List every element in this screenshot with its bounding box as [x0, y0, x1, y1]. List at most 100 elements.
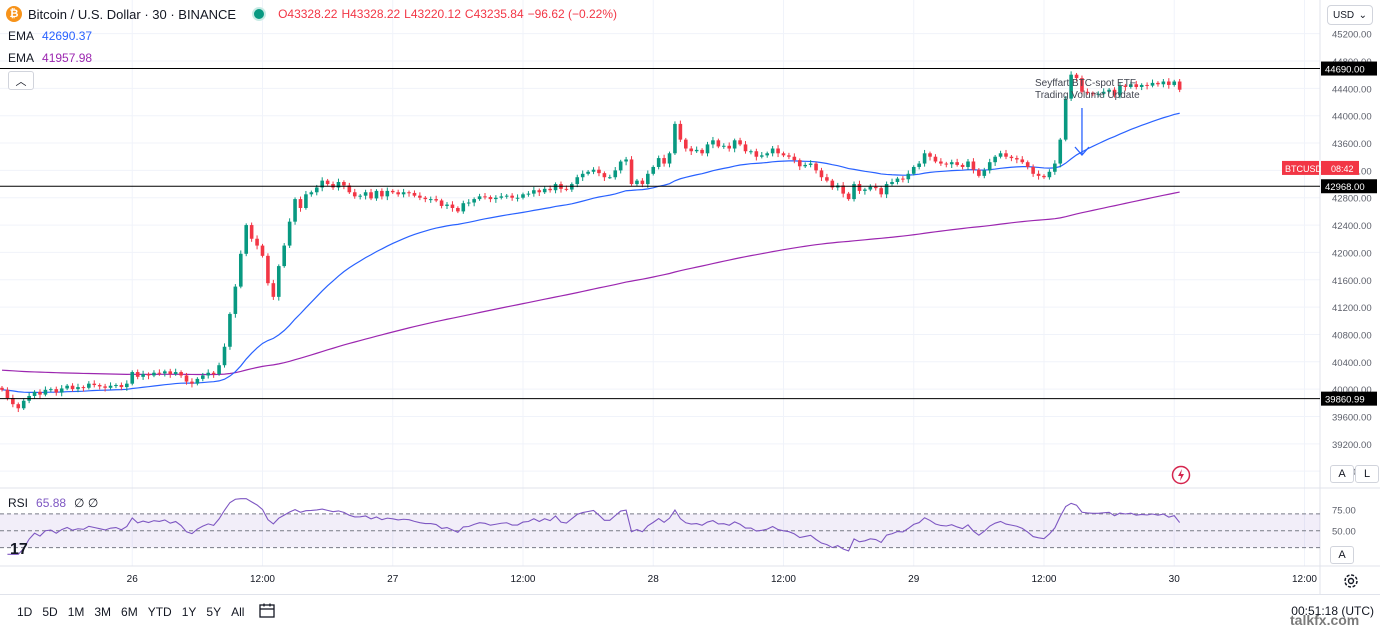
- x-tick-label: 29: [908, 574, 920, 585]
- candle-body: [895, 178, 900, 183]
- candle-body: [276, 266, 281, 297]
- candle-body: [1080, 78, 1084, 92]
- candle-body: [461, 203, 466, 212]
- candle-body: [1015, 158, 1019, 160]
- candle-body: [374, 190, 379, 199]
- candle-body: [694, 149, 699, 152]
- chart-header: ₿ Bitcoin / U.S. Dollar · 30 · BINANCE O…: [6, 6, 617, 22]
- annotation-text: Trading Volume Update: [1035, 90, 1140, 101]
- candle-body: [841, 185, 845, 194]
- utc-clock[interactable]: 00:51:18 (UTC): [1291, 604, 1374, 618]
- candle-body: [825, 177, 829, 181]
- y-tick-label: 39200.00: [1332, 440, 1372, 451]
- candle-body: [1025, 162, 1030, 167]
- candle-body: [1009, 156, 1014, 159]
- candle-body: [483, 196, 487, 198]
- candle-body: [651, 166, 656, 174]
- candle-body: [537, 190, 542, 193]
- timeframe-5d[interactable]: 5D: [42, 605, 58, 619]
- timeframe-6m[interactable]: 6M: [121, 605, 138, 619]
- candle-body: [591, 169, 596, 172]
- currency-label: USD: [1333, 9, 1355, 21]
- candle-body: [439, 200, 444, 206]
- candle-body: [548, 188, 552, 191]
- auto-scale-button[interactable]: A: [1330, 465, 1354, 483]
- candle-body: [732, 140, 737, 149]
- candle-body: [450, 204, 455, 208]
- price-chart[interactable]: 45200.0044800.0044400.0044000.0043600.00…: [0, 0, 1380, 595]
- candle-body: [852, 184, 856, 200]
- candle-body: [70, 385, 75, 390]
- candle-body: [1004, 153, 1008, 157]
- timeframe-1y[interactable]: 1Y: [181, 605, 197, 619]
- candle-body: [466, 202, 471, 204]
- rsi-legend[interactable]: RSI 65.88 ∅ ∅: [8, 496, 98, 510]
- collapse-legend-button[interactable]: ︿: [8, 71, 34, 90]
- candle-body: [1047, 171, 1052, 178]
- level-label: 42968.00: [1325, 182, 1365, 193]
- lightning-icon[interactable]: [1171, 465, 1191, 485]
- candle-body: [705, 144, 710, 154]
- candle-body: [808, 163, 813, 165]
- candle-body: [1112, 89, 1117, 96]
- tradingview-logo-icon: 17: [10, 541, 28, 558]
- candle-body: [863, 189, 867, 191]
- candle-body: [54, 389, 59, 393]
- candle-body: [260, 245, 265, 256]
- candle-body: [59, 388, 64, 393]
- rsi-tick-label: 50.00: [1332, 527, 1356, 538]
- candle-body: [1145, 84, 1149, 86]
- rsi-auto-scale-button[interactable]: A: [1330, 546, 1354, 564]
- rsi-value: 65.88: [36, 496, 67, 510]
- candle-body: [32, 391, 37, 396]
- timeframe-ytd[interactable]: YTD: [147, 605, 172, 619]
- ema-fast-legend[interactable]: EMA 42690.37: [8, 29, 92, 43]
- timeframe-5y[interactable]: 5Y: [206, 605, 222, 619]
- candle-body: [684, 139, 688, 149]
- ema-slow-label: EMA: [8, 51, 35, 65]
- candle-body: [119, 385, 124, 388]
- level-label-box: [1321, 61, 1377, 76]
- log-scale-button[interactable]: L: [1355, 465, 1379, 483]
- candle-body: [646, 173, 650, 185]
- candle-body: [749, 151, 753, 153]
- timeframe-1m[interactable]: 1M: [67, 605, 85, 619]
- y-tick-label: 43600.00: [1332, 139, 1372, 150]
- candle-body: [325, 180, 330, 185]
- ema-slow-line: [1, 191, 1180, 376]
- candle-body: [81, 387, 86, 389]
- ema-slow-legend[interactable]: EMA 41957.98: [8, 51, 92, 65]
- candle-body: [418, 195, 422, 198]
- candle-body: [1161, 81, 1166, 85]
- symbol-title[interactable]: Bitcoin / U.S. Dollar · 30 · BINANCE: [28, 6, 237, 22]
- candle-body: [1167, 81, 1171, 85]
- timeframe-3m[interactable]: 3M: [94, 605, 112, 619]
- candle-body: [352, 192, 357, 197]
- timeframe-1d[interactable]: 1D: [17, 605, 33, 619]
- settings-gear-icon[interactable]: [1342, 572, 1360, 590]
- candle-body: [1085, 91, 1090, 94]
- candle-body: [542, 188, 547, 193]
- candle-body: [580, 173, 585, 178]
- candle-body: [803, 164, 807, 167]
- candle-body: [222, 346, 227, 366]
- bottom-toolbar: 1D 5D 1M 3M 6M YTD 1Y 5Y All 00:51:18 (U…: [0, 594, 1380, 634]
- candle-body: [320, 180, 324, 188]
- candle-body: [553, 184, 558, 191]
- candle-body: [157, 372, 162, 374]
- candle-body: [933, 156, 938, 162]
- calendar-range-icon[interactable]: [258, 602, 276, 620]
- y-tick-label: 40000.00: [1332, 385, 1372, 396]
- candle-body: [390, 190, 395, 193]
- candle-body: [271, 283, 276, 297]
- currency-select[interactable]: USD ⌄: [1327, 5, 1373, 25]
- candle-body: [797, 160, 802, 167]
- candle-body: [200, 375, 205, 379]
- candle-body: [678, 123, 683, 140]
- timeframe-all[interactable]: All: [231, 605, 245, 619]
- candle-body: [1074, 74, 1079, 79]
- candle-body: [65, 385, 69, 389]
- candle-body: [830, 180, 835, 188]
- candle-body: [43, 389, 48, 395]
- x-tick-label: 30: [1169, 574, 1181, 585]
